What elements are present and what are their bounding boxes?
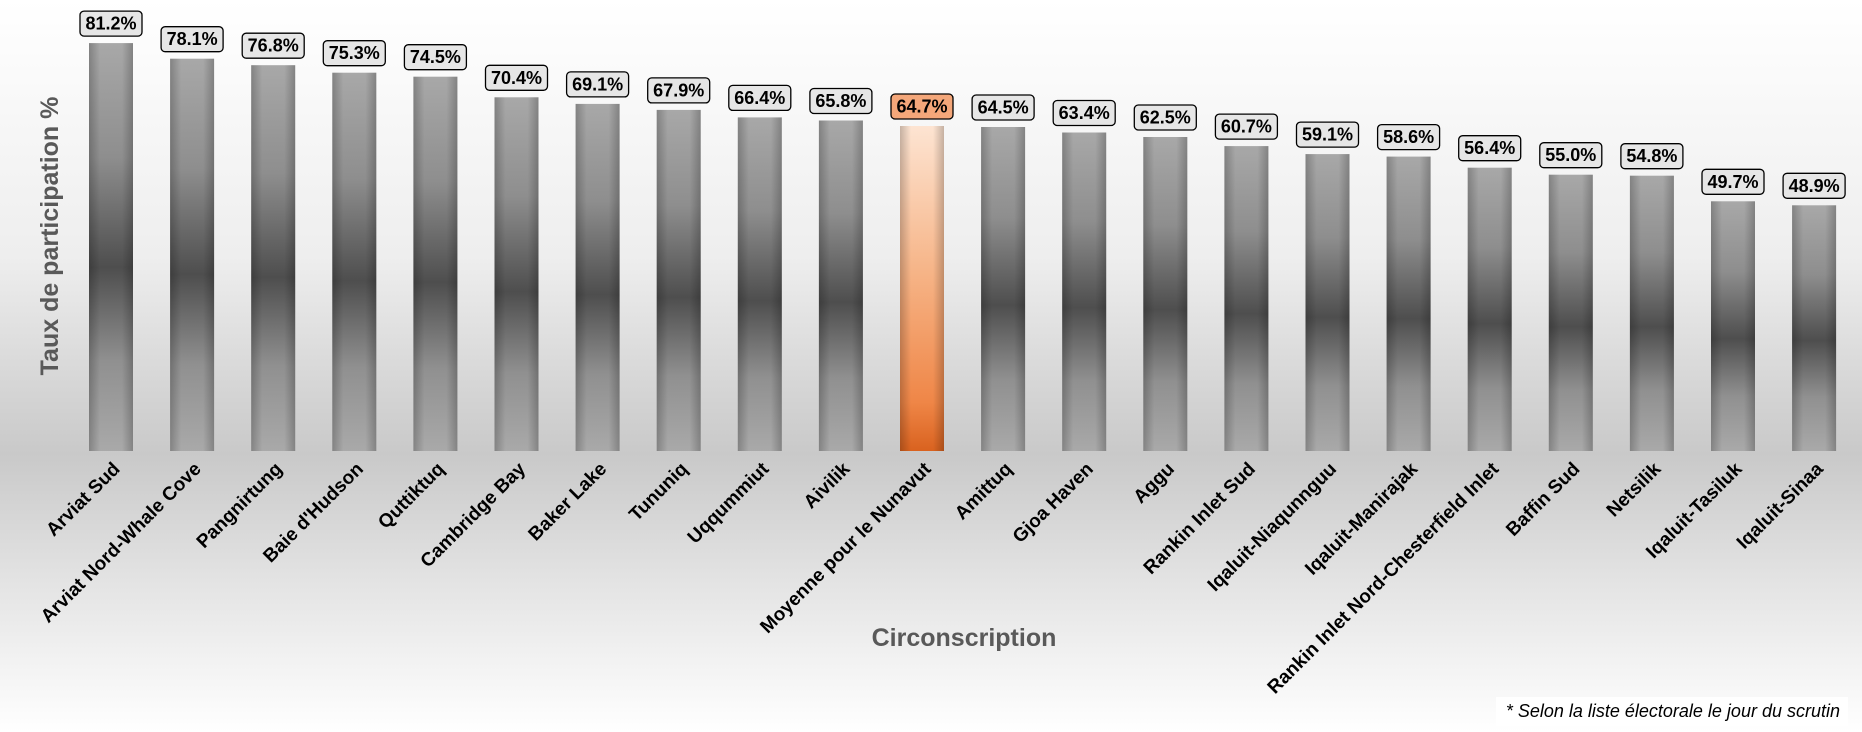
data-label-box — [1133, 104, 1197, 131]
data-label: 76.8% — [248, 36, 299, 56]
data-label-box — [241, 32, 305, 59]
bar-shading — [1143, 137, 1188, 451]
data-label-box — [1539, 142, 1603, 169]
x-axis-title: Circonscription — [872, 624, 1057, 652]
data-label: 78.1% — [167, 29, 218, 49]
data-label: 74.5% — [410, 47, 461, 67]
data-label: 58.6% — [1383, 127, 1434, 147]
data-label-box — [728, 84, 792, 112]
data-label-box — [1295, 121, 1360, 148]
bar-shading — [413, 76, 458, 451]
data-label-box — [1620, 143, 1684, 170]
data-label: 48.9% — [1789, 176, 1840, 196]
data-label: 63.4% — [1059, 103, 1110, 123]
bar-shading — [575, 103, 620, 452]
bar-shading — [1711, 201, 1755, 451]
data-label-box — [1782, 172, 1846, 199]
data-label: 69.1% — [572, 74, 623, 94]
data-label: 64.7% — [896, 97, 947, 117]
bar-shading — [1629, 175, 1674, 451]
data-label: 59.1% — [1302, 125, 1353, 145]
bar-shading — [494, 97, 539, 452]
data-label-box — [322, 40, 386, 67]
bar-shading — [332, 72, 377, 451]
footnote: * Selon la liste électorale le jour du s… — [1495, 697, 1848, 726]
bar-shading — [1792, 205, 1837, 451]
data-label: 65.8% — [815, 91, 866, 111]
y-axis-title: Taux de participation % — [36, 97, 64, 376]
data-label-box — [1701, 168, 1765, 195]
data-label: 60.7% — [1221, 117, 1272, 137]
data-label-box — [403, 44, 468, 71]
bar-shading — [737, 117, 782, 452]
bar-shading — [1224, 146, 1269, 451]
bar-shading — [818, 120, 863, 451]
data-label: 75.3% — [329, 43, 380, 63]
data-label-box — [484, 64, 549, 91]
data-label-box — [647, 77, 711, 104]
data-label: 62.5% — [1140, 108, 1191, 128]
data-label-box — [890, 93, 954, 120]
data-label: 67.9% — [653, 80, 704, 100]
bar-shading — [981, 127, 1026, 451]
bar-shading — [1305, 154, 1350, 451]
data-label-box — [565, 71, 630, 98]
bar-shading — [1386, 156, 1431, 451]
bar-shading — [1467, 167, 1512, 451]
data-label: 56.4% — [1464, 138, 1515, 158]
data-label: 49.7% — [1707, 172, 1758, 192]
data-label-box — [1458, 135, 1522, 162]
data-label: 54.8% — [1626, 146, 1677, 166]
bar-shading — [1062, 132, 1107, 451]
data-label-box — [971, 94, 1035, 121]
data-label: 81.2% — [85, 14, 136, 34]
bar-shading — [170, 58, 215, 451]
data-label-box — [1052, 99, 1116, 127]
data-label-box — [809, 87, 873, 115]
data-label-box — [160, 26, 224, 53]
data-label-box — [1214, 113, 1279, 140]
data-label-box — [79, 10, 143, 37]
bar-shading — [89, 43, 133, 451]
bar-shading — [1548, 174, 1593, 451]
bar-shading — [656, 109, 701, 452]
bar-shading — [251, 65, 296, 451]
data-label: 70.4% — [491, 68, 542, 88]
data-label: 55.0% — [1545, 145, 1596, 165]
data-label-box — [1376, 123, 1441, 151]
bar-shading — [900, 126, 944, 451]
data-label: 64.5% — [978, 98, 1029, 118]
data-label: 66.4% — [734, 88, 785, 108]
